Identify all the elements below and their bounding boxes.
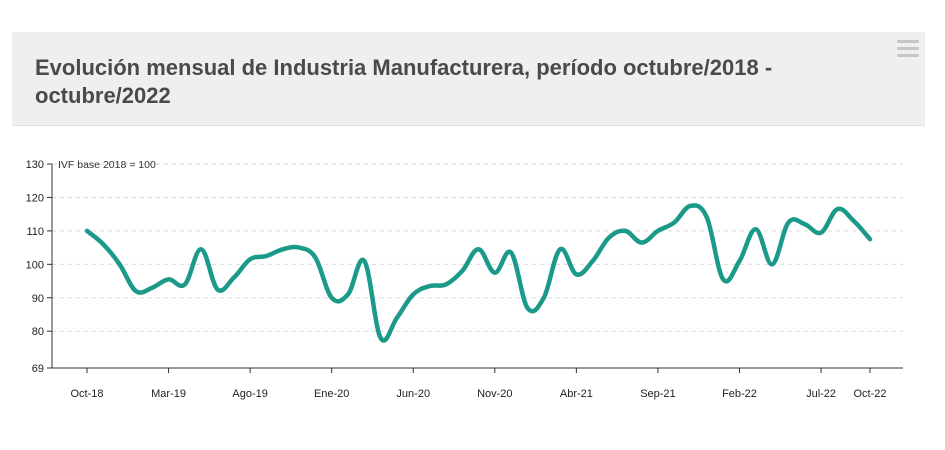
y-tick-label: 100 bbox=[26, 259, 44, 271]
series-line bbox=[84, 203, 873, 343]
x-tick-label: Abr-21 bbox=[560, 388, 593, 400]
data-point bbox=[427, 283, 433, 289]
data-point bbox=[84, 228, 90, 234]
data-point bbox=[459, 268, 465, 274]
data-point bbox=[688, 203, 694, 209]
x-tick-label: Feb-22 bbox=[722, 388, 757, 400]
x-tick-label: Sep-21 bbox=[640, 388, 675, 400]
gridlines bbox=[52, 163, 903, 332]
hamburger-menu-icon[interactable] bbox=[897, 40, 919, 58]
data-point bbox=[215, 286, 221, 292]
chart-title: Evolución mensual de Industria Manufactu… bbox=[35, 55, 773, 108]
x-tick-label: Jul-22 bbox=[806, 388, 836, 400]
axes: 69 80 90 100 110 120 130 Oct-18 Mar-19 Ago-19 Ene-… bbox=[26, 159, 903, 400]
x-tick-label: Oct-22 bbox=[853, 388, 886, 400]
data-point bbox=[312, 255, 318, 261]
x-tick-label: Jun-20 bbox=[396, 388, 430, 400]
data-point bbox=[818, 230, 824, 236]
data-point bbox=[296, 245, 302, 251]
data-point bbox=[508, 250, 514, 256]
data-point bbox=[834, 206, 840, 212]
x-tick-label: Nov-20 bbox=[477, 388, 512, 400]
chart-header: Evolución mensual de Industria Manufactu… bbox=[12, 32, 925, 126]
data-point bbox=[785, 220, 791, 226]
data-points bbox=[84, 203, 873, 341]
data-point bbox=[166, 276, 172, 282]
data-point bbox=[263, 253, 269, 259]
data-point bbox=[410, 291, 416, 297]
line-chart: 69 80 90 100 110 120 130 Oct-18 Mar-19 Ago-19 Ene-… bbox=[26, 159, 903, 400]
data-point bbox=[345, 291, 351, 297]
data-point bbox=[231, 275, 237, 281]
y-tick-label: 69 bbox=[32, 363, 44, 375]
data-point bbox=[639, 240, 645, 246]
data-point bbox=[133, 288, 139, 294]
data-point bbox=[524, 305, 530, 311]
data-point bbox=[622, 228, 628, 234]
data-point bbox=[198, 246, 204, 252]
y-tick-label: 90 bbox=[32, 293, 44, 305]
x-tick-label: Mar-19 bbox=[151, 388, 186, 400]
data-point bbox=[671, 220, 677, 226]
data-point bbox=[329, 295, 335, 301]
data-point bbox=[541, 295, 547, 301]
data-point bbox=[100, 241, 106, 247]
x-tick-label: Ene-20 bbox=[314, 388, 349, 400]
data-point bbox=[476, 246, 482, 252]
data-point bbox=[394, 315, 400, 321]
data-point bbox=[443, 281, 449, 287]
data-point bbox=[378, 335, 384, 341]
data-point bbox=[361, 258, 367, 264]
data-point bbox=[492, 270, 498, 276]
data-point bbox=[851, 218, 857, 224]
data-point bbox=[590, 258, 596, 264]
data-point bbox=[704, 215, 710, 221]
chart-annotation: IVF base 2018 = 100 bbox=[58, 159, 156, 171]
data-point bbox=[247, 256, 253, 262]
data-point bbox=[867, 236, 873, 242]
data-point bbox=[802, 221, 808, 227]
data-point bbox=[182, 281, 188, 287]
data-point bbox=[753, 226, 759, 232]
data-point bbox=[280, 246, 286, 252]
data-point bbox=[769, 261, 775, 267]
x-tick-label: Ago-19 bbox=[232, 388, 267, 400]
x-tick-label: Oct-18 bbox=[70, 388, 103, 400]
y-tick-label: 130 bbox=[26, 159, 44, 171]
y-tick-label: 110 bbox=[26, 226, 44, 238]
data-point bbox=[737, 258, 743, 264]
y-tick-label: 120 bbox=[26, 192, 44, 204]
data-point bbox=[117, 261, 123, 267]
data-point bbox=[573, 271, 579, 277]
data-point bbox=[720, 276, 726, 282]
data-point bbox=[557, 246, 563, 252]
data-point bbox=[655, 228, 661, 234]
y-tick-label: 80 bbox=[32, 326, 44, 338]
data-point bbox=[149, 285, 155, 291]
data-point bbox=[606, 235, 612, 241]
